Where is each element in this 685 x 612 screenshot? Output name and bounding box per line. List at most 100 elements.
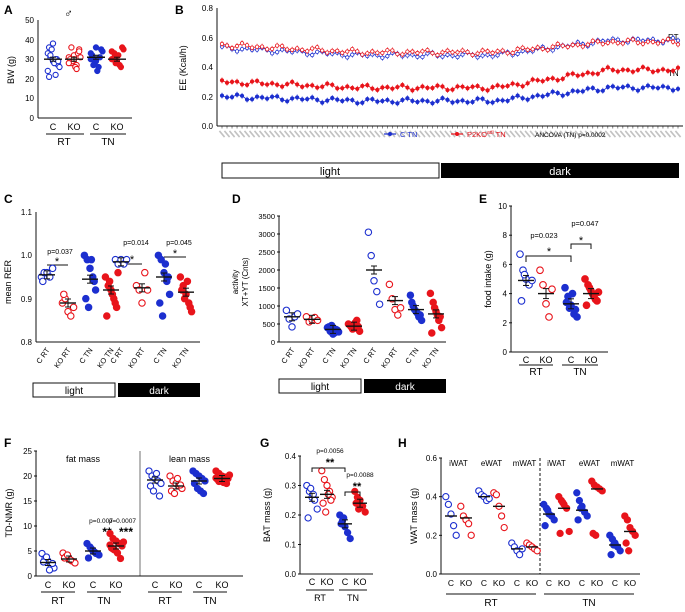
point-b-3-4 [239, 82, 245, 87]
dark-bar-d [364, 379, 446, 393]
pval-e-0: p=0.023 [530, 231, 557, 240]
point-e-2-8 [571, 305, 580, 314]
xtick-label-b-45 [444, 130, 451, 138]
dark-label-d: dark [395, 382, 415, 393]
point-b-3-2 [229, 79, 235, 85]
tick-d-1: 500 [262, 320, 275, 329]
point-g-1-0 [318, 467, 326, 475]
point-b-3-62 [530, 77, 535, 82]
point-b-1-59 [515, 46, 520, 51]
point-b-3-32 [380, 85, 385, 90]
panel-c: C mean RER 0.8 0.9 1.0 1.1 C RT KO RT C TN… [3, 192, 200, 398]
point-a-0-10 [44, 67, 51, 75]
point-e-3-0 [581, 275, 589, 283]
point-b-2-44 [440, 95, 445, 101]
point-b-1-84 [640, 41, 646, 46]
point-b-3-61 [525, 81, 530, 86]
xtick-label-b-21 [324, 130, 331, 138]
point-b-2-58 [510, 95, 515, 100]
xtick-label-b-42 [429, 130, 436, 138]
xlabel-f-1: KO [62, 580, 75, 590]
xtick-label-b-87 [654, 130, 662, 138]
point-d-5-0 [385, 280, 394, 289]
xtick-label-b-66 [549, 130, 556, 138]
xtick-label-b-55 [494, 130, 501, 138]
point-b-2-55 [495, 98, 500, 103]
point-b-2-36 [400, 97, 405, 103]
depot-h-0: iWAT [449, 459, 468, 468]
point-b-2-31 [375, 99, 380, 104]
point-b-3-81 [625, 67, 630, 73]
point-b-1-11 [275, 43, 280, 48]
point-b-2-91 [675, 86, 681, 91]
point-b-3-10 [270, 81, 275, 86]
xtick-label-b-11 [273, 130, 281, 138]
point-h-5-4 [533, 547, 541, 555]
xlabel-f-3: KO [109, 580, 122, 590]
xtick-label-b-85 [644, 130, 652, 138]
xtick-label-b-29 [364, 130, 371, 138]
point-b-2-50 [470, 99, 475, 105]
point-d-2-8 [333, 326, 341, 334]
tick-g-4: 0.4 [285, 452, 297, 461]
point-b-3-9 [264, 82, 270, 87]
light-bar-b [221, 162, 440, 179]
xlabel-d-4: C RT [361, 346, 379, 366]
point-b-2-84 [640, 85, 646, 90]
panel-a-letter: A [4, 3, 13, 17]
point-d-4-1 [367, 251, 375, 260]
point-f-3-7 [113, 549, 122, 557]
point-g-1-1 [320, 475, 329, 484]
point-b-3-25 [345, 84, 350, 89]
axis-a-ylabel: BW (g) [6, 56, 16, 84]
point-h-3-4 [500, 523, 508, 532]
tick-a-0: 0 [30, 114, 35, 123]
point-b-1-80 [620, 41, 625, 46]
point-a-0-9 [56, 63, 63, 71]
point-b-2-46 [450, 100, 455, 105]
xtick-label-b-31 [374, 130, 381, 138]
axis-b-ylabel: EE (Kcal/h) [178, 45, 188, 91]
xtick-label-b-74 [589, 130, 596, 138]
xtick-label-b-64 [539, 130, 546, 138]
point-b-1-34 [390, 48, 395, 53]
point-b-1-75 [595, 39, 600, 44]
tick-f-5: 25 [23, 447, 32, 456]
legend-b-ko-main: P2KO [467, 130, 487, 139]
point-b-3-84 [640, 64, 646, 70]
xtick-label-b-5 [243, 130, 251, 138]
point-b-2-29 [365, 97, 370, 102]
xtick-label-b-37 [404, 130, 411, 138]
point-e-3-8 [591, 295, 600, 304]
tick-e-0: 0 [503, 348, 508, 357]
tick-d-7: 3500 [258, 212, 275, 221]
point-b-3-15 [295, 82, 300, 87]
point-c-6-1 [157, 255, 165, 264]
point-b-2-52 [480, 96, 485, 101]
tick-b-1: 0.2 [202, 93, 214, 102]
xtick-label-b-28 [359, 130, 366, 138]
point-b-1-1 [224, 43, 230, 48]
point-b-1-57 [505, 51, 510, 56]
point-b-2-60 [520, 96, 525, 101]
point-h-11-5 [622, 539, 630, 547]
point-f-4-8 [155, 492, 164, 500]
point-c-2-7 [87, 255, 96, 264]
point-b-1-62 [530, 47, 535, 52]
point-b-2-26 [350, 97, 355, 103]
point-b-1-30 [370, 49, 375, 54]
xlabel-e-3: KO [584, 355, 597, 365]
point-b-1-17 [305, 49, 310, 54]
xtick-label-b-65 [544, 130, 551, 138]
xtick-label-b-77 [604, 130, 612, 138]
tick-f-2: 10 [23, 522, 32, 531]
plot-h-points [442, 477, 639, 559]
panel-h: H WAT mass (g) 0.0 0.2 0.4 0.6 iWAT eWAT mWAT… [398, 436, 640, 609]
point-e-1-2 [542, 299, 550, 308]
xlabel-h-11: KO [624, 578, 637, 588]
axis-c-xlabels: C RT KO RT C TN KO TNC RT KO RT C TN KO TN [34, 346, 190, 370]
point-b-0-18 [310, 52, 315, 58]
point-b-1-23 [335, 48, 340, 53]
point-h-7-4 [565, 527, 573, 536]
label-f-lean: lean mass [169, 454, 211, 464]
